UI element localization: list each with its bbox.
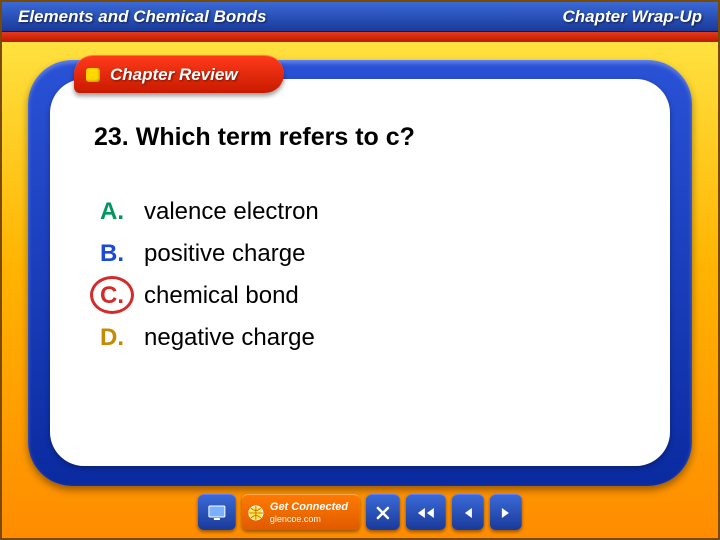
- answer-option-b[interactable]: B. positive charge: [100, 240, 626, 268]
- answer-letter: D.: [100, 324, 144, 352]
- question-number: 23.: [94, 123, 129, 151]
- close-button[interactable]: [366, 494, 400, 530]
- answer-option-a[interactable]: A. valence electron: [100, 198, 626, 226]
- chapter-review-tab: Chapter Review: [74, 55, 284, 93]
- answer-text: valence electron: [144, 198, 319, 226]
- answer-text: positive charge: [144, 240, 305, 268]
- answer-option-c[interactable]: C. chemical bond: [100, 282, 626, 310]
- next-icon: [500, 506, 512, 520]
- blue-panel: Chapter Review 23. Which term refers to …: [28, 60, 692, 486]
- nav-bar: Get Connected glencoe.com: [198, 494, 522, 530]
- red-stripe: [2, 32, 718, 42]
- answer-text: chemical bond: [144, 282, 299, 310]
- chapter-title: Elements and Chemical Bonds: [18, 7, 266, 27]
- slide-frame: Elements and Chemical Bonds Chapter Wrap…: [0, 0, 720, 540]
- tab-label: Chapter Review: [110, 65, 238, 85]
- connect-title: Get Connected: [270, 502, 348, 513]
- answer-letter: A.: [100, 198, 144, 226]
- prev-button[interactable]: [452, 494, 484, 530]
- top-bar: Elements and Chemical Bonds Chapter Wrap…: [2, 2, 718, 32]
- chapter-wrapup-label: Chapter Wrap-Up: [563, 7, 702, 27]
- question-text: 23. Which term refers to c?: [94, 123, 626, 152]
- rewind-icon: [416, 506, 436, 520]
- home-button[interactable]: [198, 494, 236, 530]
- answer-option-d[interactable]: D. negative charge: [100, 324, 626, 352]
- rewind-button[interactable]: [406, 494, 446, 530]
- monitor-icon: [208, 505, 226, 521]
- close-icon: [376, 506, 390, 520]
- prev-icon: [462, 506, 474, 520]
- answer-letter: C.: [100, 282, 144, 310]
- question-body: Which term refers to c?: [136, 123, 415, 151]
- answer-text: negative charge: [144, 324, 315, 352]
- get-connected-button[interactable]: Get Connected glencoe.com: [242, 494, 360, 530]
- tab-bullet-icon: [86, 68, 100, 82]
- content-panel: 23. Which term refers to c? A. valence e…: [50, 79, 670, 466]
- globe-icon: [248, 505, 264, 521]
- answer-letter: B.: [100, 240, 144, 268]
- next-button[interactable]: [490, 494, 522, 530]
- answer-list: A. valence electron B. positive charge C…: [94, 198, 626, 352]
- connect-subtitle: glencoe.com: [270, 515, 321, 524]
